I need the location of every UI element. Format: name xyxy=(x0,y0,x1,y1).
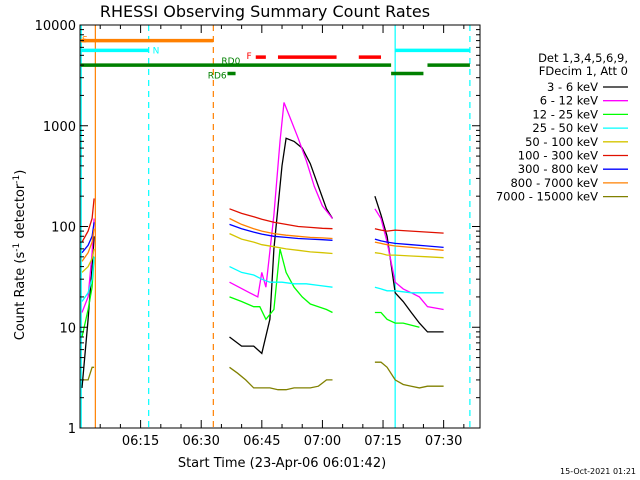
series-line-4-2 xyxy=(374,252,444,259)
series-line-7-2 xyxy=(374,241,444,251)
series-line-1-2 xyxy=(374,208,444,311)
legend-entry-label-6: 300 - 800 keV xyxy=(518,162,598,176)
legend-entry-label-3: 25 - 50 keV xyxy=(532,121,598,135)
flag-label-rd6: RD6 xyxy=(208,72,227,82)
series-line-3-2 xyxy=(374,286,444,294)
series-line-6-0 xyxy=(81,222,95,254)
series-line-8-2 xyxy=(374,361,444,389)
flag-label-s: S xyxy=(82,36,88,46)
x-tick-label-0: 06:15 xyxy=(122,434,159,449)
x-axis-label: Start Time (23-Apr-06 06:01:42) xyxy=(178,456,386,471)
y-tick-label-4: 10000 xyxy=(35,19,76,34)
plot-area: S N F RD0 RD6 xyxy=(80,25,471,428)
series-4 xyxy=(81,233,444,273)
y-tick-label-3: 1000 xyxy=(43,120,76,135)
series-8 xyxy=(82,361,444,391)
y-tick-label-2: 100 xyxy=(51,221,76,236)
y-label-end: ) xyxy=(13,170,28,175)
legend-header-0: Det 1,3,4,5,6,9, xyxy=(538,51,628,65)
series-line-5-0 xyxy=(81,198,95,243)
series-line-2-1 xyxy=(229,248,333,321)
series-line-2-2 xyxy=(374,311,420,328)
y-label-mid: detector xyxy=(13,183,28,243)
flag-bar-rd6: RD6 xyxy=(208,72,424,82)
y-tick-label-1: 10 xyxy=(59,321,76,336)
flag-bar-rd0: RD0 xyxy=(80,57,470,67)
legend-entry-label-2: 12 - 25 keV xyxy=(532,107,598,121)
legend-entry-label-1: 6 - 12 keV xyxy=(540,94,598,108)
series-line-8-1 xyxy=(229,366,333,391)
series-line-3-1 xyxy=(229,266,333,288)
legend-entry-label-4: 50 - 100 keV xyxy=(525,135,598,149)
series-5 xyxy=(81,198,444,243)
series-line-7-0 xyxy=(81,228,95,262)
series-line-6-1 xyxy=(229,223,333,241)
x-tick-label-5: 07:30 xyxy=(425,434,462,449)
flag-label-rd0: RD0 xyxy=(221,57,240,67)
series-line-7-1 xyxy=(229,217,333,240)
flag-label-n: N xyxy=(153,46,160,56)
series-6 xyxy=(81,222,444,254)
series-line-1-1 xyxy=(229,102,334,298)
series-line-3-0 xyxy=(81,256,95,302)
series-line-6-2 xyxy=(374,238,444,249)
legend-entry-label-8: 7000 - 15000 keV xyxy=(496,190,598,204)
y-label-superscript-2: -1 xyxy=(12,175,22,184)
x-tick-label-1: 06:30 xyxy=(182,434,219,449)
flag-label-f: F xyxy=(247,52,252,62)
series-line-0-2 xyxy=(374,195,444,333)
flag-bar-s: S xyxy=(80,36,214,46)
series-line-4-1 xyxy=(229,233,333,255)
legend-entry-label-5: 100 - 300 keV xyxy=(518,149,598,163)
chart-title: RHESSI Observing Summary Count Rates xyxy=(100,2,430,21)
y-tick-label-0: 1 xyxy=(68,422,76,437)
y-label-main: Count Rate (s xyxy=(13,252,28,341)
legend-header-1: FDecim 1, Att 0 xyxy=(539,64,628,78)
x-tick-label-3: 07:00 xyxy=(304,434,341,449)
x-tick-label-4: 07:15 xyxy=(364,434,401,449)
axes: 06:15 06:30 06:45 07:00 07:15 07:30 1 10 100 1000… xyxy=(35,19,480,449)
flag-bar-f: F xyxy=(247,52,382,62)
x-tick-label-2: 06:45 xyxy=(243,434,280,449)
y-axis-label: Count Rate (s-1 detector-1) xyxy=(12,170,28,341)
series-line-0-1 xyxy=(229,137,334,355)
legend-entry-label-0: 3 - 6 keV xyxy=(547,80,598,94)
timestamp: 15-Oct-2021 01:21 xyxy=(560,467,636,476)
flag-bar-n: N xyxy=(80,46,470,56)
series-line-8-0 xyxy=(82,366,95,381)
series-line-5-1 xyxy=(229,208,333,230)
series-line-5-2 xyxy=(374,228,444,234)
series-line-4-0 xyxy=(81,248,95,273)
series-7 xyxy=(81,217,444,262)
legend-entry-label-7: 800 - 7000 keV xyxy=(510,176,598,190)
series-3 xyxy=(81,256,444,302)
y-label-superscript-1: -1 xyxy=(12,243,22,252)
legend: Det 1,3,4,5,6,9,FDecim 1, Att 0 3 - 6 keV… xyxy=(496,51,628,204)
